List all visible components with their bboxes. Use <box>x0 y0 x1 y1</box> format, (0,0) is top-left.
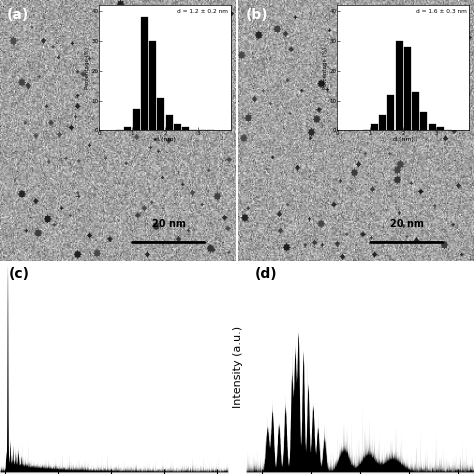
Text: (b): (b) <box>245 8 268 22</box>
Text: (c): (c) <box>9 267 30 281</box>
Text: 20 nm: 20 nm <box>390 219 424 229</box>
Text: 20 nm: 20 nm <box>152 219 185 229</box>
Text: (a): (a) <box>7 8 29 22</box>
Text: (d): (d) <box>255 267 278 281</box>
Y-axis label: Intensity (a.u.): Intensity (a.u.) <box>233 326 243 409</box>
